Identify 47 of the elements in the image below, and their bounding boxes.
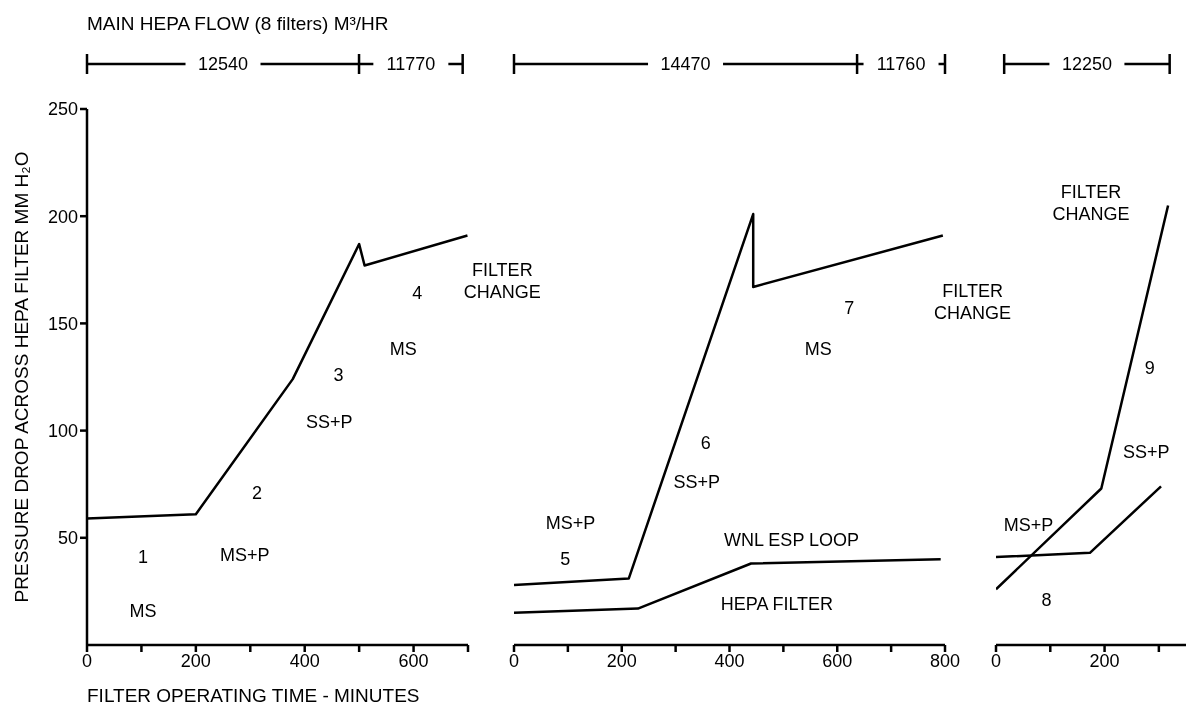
x-tick-label: 200 xyxy=(606,650,637,671)
annotation: HEPA FILTER xyxy=(720,594,834,615)
annotation: 3 xyxy=(333,364,344,385)
x-tick-label: 0 xyxy=(990,650,1002,671)
annotation: SS+P xyxy=(306,412,353,433)
text: 12250 xyxy=(1061,54,1112,74)
annotation: 9 xyxy=(1144,358,1155,379)
annotation: MS+P xyxy=(1003,514,1054,535)
x-tick-label: 800 xyxy=(929,650,961,671)
annotation: MS xyxy=(389,339,417,360)
x-axis-title: FILTER OPERATING TIME - MINUTES xyxy=(87,685,420,706)
annotation: WNL ESP LOOP xyxy=(724,529,860,550)
x-tick-label: 0 xyxy=(81,650,93,671)
annotation: SS+P xyxy=(673,472,721,493)
x-tick-label: 400 xyxy=(714,650,745,671)
annotation: 2 xyxy=(251,482,262,503)
text: 11770 xyxy=(386,54,436,74)
x-tick-label: 600 xyxy=(822,650,853,671)
x-tick-label: 0 xyxy=(508,650,520,671)
y-axis-title: PRESSURE DROP ACROSS HEPA FILTER MM H₂O xyxy=(11,151,32,603)
annotation: 8 xyxy=(1041,589,1052,610)
text: 14470 xyxy=(660,54,711,74)
y-tick-label: 100 xyxy=(47,420,78,441)
annotation: MS xyxy=(129,600,157,621)
annotation: SS+P xyxy=(1123,442,1170,463)
x-tick-label: 600 xyxy=(398,650,429,671)
annotation: FILTER CHANGE xyxy=(463,259,541,302)
y-tick-label: 50 xyxy=(57,528,78,549)
x-tick-label: 200 xyxy=(1089,650,1120,671)
y-tick-label: 200 xyxy=(47,206,78,227)
y-tick-label: 150 xyxy=(47,313,78,334)
annotation: FILTER CHANGE xyxy=(1052,182,1130,225)
chart-title: MAIN HEPA FLOW (8 filters) M³/HR xyxy=(87,13,389,34)
text: 12540 xyxy=(197,54,249,74)
annotation: MS+P xyxy=(219,544,270,565)
x-tick-label: 400 xyxy=(289,650,320,671)
annotation: MS+P xyxy=(545,512,596,533)
annotation: 4 xyxy=(412,283,423,304)
annotation: 7 xyxy=(844,298,855,319)
annotation: 1 xyxy=(138,547,149,568)
annotation: 5 xyxy=(560,549,571,570)
x-tick-label: 200 xyxy=(180,650,211,671)
text: 11760 xyxy=(876,54,926,74)
annotation: 6 xyxy=(700,433,711,454)
annotation: MS xyxy=(804,339,832,360)
y-tick-label: 250 xyxy=(47,99,78,120)
annotation: FILTER CHANGE xyxy=(934,280,1012,323)
